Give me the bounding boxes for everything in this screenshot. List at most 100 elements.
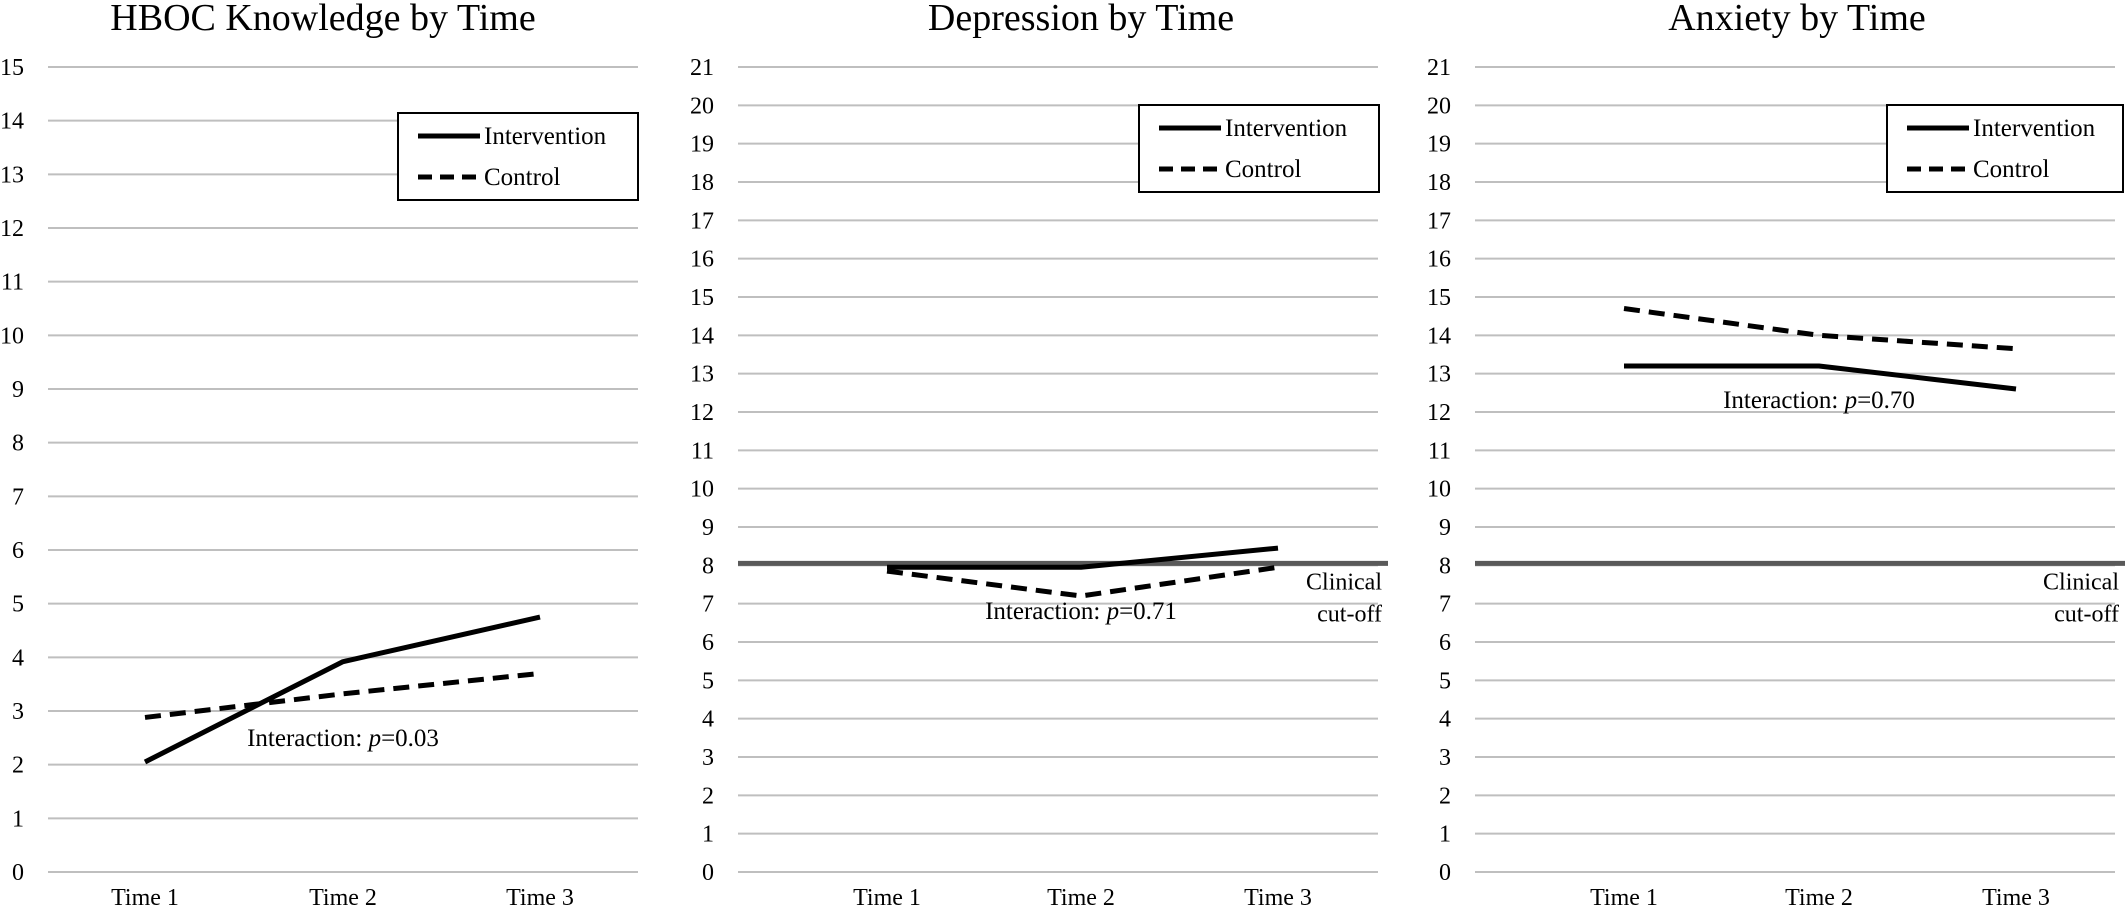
y-tick-label: 19 <box>1427 132 1451 158</box>
x-tick-label: Time 2 <box>1785 885 1853 911</box>
y-tick-label: 21 <box>690 55 714 81</box>
y-tick-label: 13 <box>0 162 24 188</box>
legend-label-control: Control <box>1225 156 1301 183</box>
y-tick-label: 12 <box>0 216 24 242</box>
y-tick-label: 7 <box>1439 592 1451 618</box>
clinical-cutoff-label: cut-off <box>1317 601 1382 627</box>
legend-label-control: Control <box>484 164 560 191</box>
y-tick-label: 7 <box>702 592 714 618</box>
y-tick-label: 4 <box>1439 707 1451 733</box>
y-tick-label: 20 <box>690 93 714 119</box>
y-tick-label: 11 <box>691 438 714 464</box>
annotation-value: =0.71 <box>1119 598 1177 625</box>
y-tick-label: 15 <box>1427 285 1451 311</box>
y-tick-label: 8 <box>702 553 714 579</box>
annotation-value: =0.70 <box>1857 387 1915 414</box>
y-tick-label: 12 <box>690 400 714 426</box>
y-tick-label: 4 <box>12 645 24 671</box>
y-tick-label: 15 <box>690 285 714 311</box>
series-line-control <box>886 564 1279 599</box>
y-tick-label: 11 <box>1428 438 1451 464</box>
y-tick-label: 8 <box>12 431 24 457</box>
x-tick-label: Time 1 <box>1590 885 1658 911</box>
x-tick-label: Time 2 <box>309 885 377 911</box>
annotation-p-symbol: p <box>367 725 382 752</box>
legend: Intervention Control <box>1886 104 2124 193</box>
y-tick-label: 10 <box>690 477 714 503</box>
y-tick-label: 12 <box>1427 400 1451 426</box>
series-line-control <box>1623 306 2017 352</box>
series-line-intervention <box>1624 363 2017 392</box>
y-tick-label: 14 <box>0 109 24 135</box>
y-tick-label: 20 <box>1427 93 1451 119</box>
x-tick-label: Time 2 <box>1047 885 1115 911</box>
annotation-p-symbol: p <box>1105 598 1120 625</box>
y-tick-label: 14 <box>690 323 714 349</box>
annotation-p-symbol: p <box>1843 387 1858 414</box>
y-tick-label: 21 <box>1427 55 1451 81</box>
y-tick-label: 0 <box>12 860 24 886</box>
y-tick-label: 9 <box>12 377 24 403</box>
series-line-control <box>144 670 541 720</box>
y-tick-label: 3 <box>12 699 24 725</box>
y-tick-label: 19 <box>690 132 714 158</box>
x-tick-label: Time 1 <box>853 885 921 911</box>
annotation-value: =0.03 <box>381 725 439 752</box>
y-tick-label: 17 <box>690 208 714 234</box>
y-tick-label: 13 <box>690 362 714 388</box>
y-tick-label: 0 <box>702 860 714 886</box>
y-tick-label: 7 <box>12 484 24 510</box>
annotation-prefix: Interaction: <box>1723 387 1844 414</box>
legend-box <box>397 112 639 201</box>
y-tick-label: 6 <box>702 630 714 656</box>
chart-title: HBOC Knowledge by Time <box>110 0 535 39</box>
legend-box <box>1886 104 2124 193</box>
x-tick-label: Time 3 <box>506 885 574 911</box>
y-tick-label: 18 <box>1427 170 1451 196</box>
y-tick-label: 16 <box>1427 247 1451 273</box>
y-tick-label: 13 <box>1427 362 1451 388</box>
annotation-prefix: Interaction: <box>247 725 368 752</box>
legend: Intervention Control <box>397 112 639 201</box>
legend-box <box>1138 104 1380 193</box>
y-tick-label: 1 <box>12 806 24 832</box>
y-tick-label: 17 <box>1427 208 1451 234</box>
interaction-annotation: Interaction: p=0.71 <box>985 598 1177 625</box>
chart-panel-3: Anxiety by Time0123456789101112131415161… <box>1427 0 2125 911</box>
y-tick-label: 3 <box>1439 745 1451 771</box>
legend-label-intervention: Intervention <box>484 123 607 150</box>
legend: Intervention Control <box>1138 104 1380 193</box>
y-tick-label: 9 <box>702 515 714 541</box>
y-tick-label: 5 <box>12 592 24 618</box>
series-line-intervention <box>887 545 1279 570</box>
y-tick-label: 2 <box>1439 783 1451 809</box>
y-tick-label: 1 <box>1439 822 1451 848</box>
y-tick-label: 5 <box>1439 668 1451 694</box>
y-tick-label: 1 <box>702 822 714 848</box>
x-tick-label: Time 3 <box>1982 885 2050 911</box>
y-tick-label: 16 <box>690 247 714 273</box>
y-tick-label: 11 <box>1 270 24 296</box>
legend-label-intervention: Intervention <box>1973 115 2096 142</box>
chart-title: Anxiety by Time <box>1668 0 1926 39</box>
y-tick-label: 8 <box>1439 553 1451 579</box>
y-tick-label: 10 <box>0 323 24 349</box>
interaction-annotation: Interaction: p=0.70 <box>1723 387 1915 414</box>
y-tick-label: 4 <box>702 707 714 733</box>
chart-title: Depression by Time <box>928 0 1234 39</box>
legend-label-intervention: Intervention <box>1225 115 1348 142</box>
clinical-cutoff-label: Clinical <box>2043 569 2119 595</box>
annotation-prefix: Interaction: <box>985 598 1106 625</box>
y-tick-label: 2 <box>702 783 714 809</box>
y-tick-label: 2 <box>12 753 24 779</box>
chart-panel-2: Depression by Time0123456789101112131415… <box>690 0 1388 911</box>
y-tick-label: 6 <box>12 538 24 564</box>
clinical-cutoff-label: Clinical <box>1306 569 1382 595</box>
y-tick-label: 5 <box>702 668 714 694</box>
y-tick-label: 18 <box>690 170 714 196</box>
y-tick-label: 10 <box>1427 477 1451 503</box>
x-tick-label: Time 3 <box>1244 885 1312 911</box>
chart-panel-1: HBOC Knowledge by Time012345678910111213… <box>0 0 639 911</box>
y-tick-label: 0 <box>1439 860 1451 886</box>
